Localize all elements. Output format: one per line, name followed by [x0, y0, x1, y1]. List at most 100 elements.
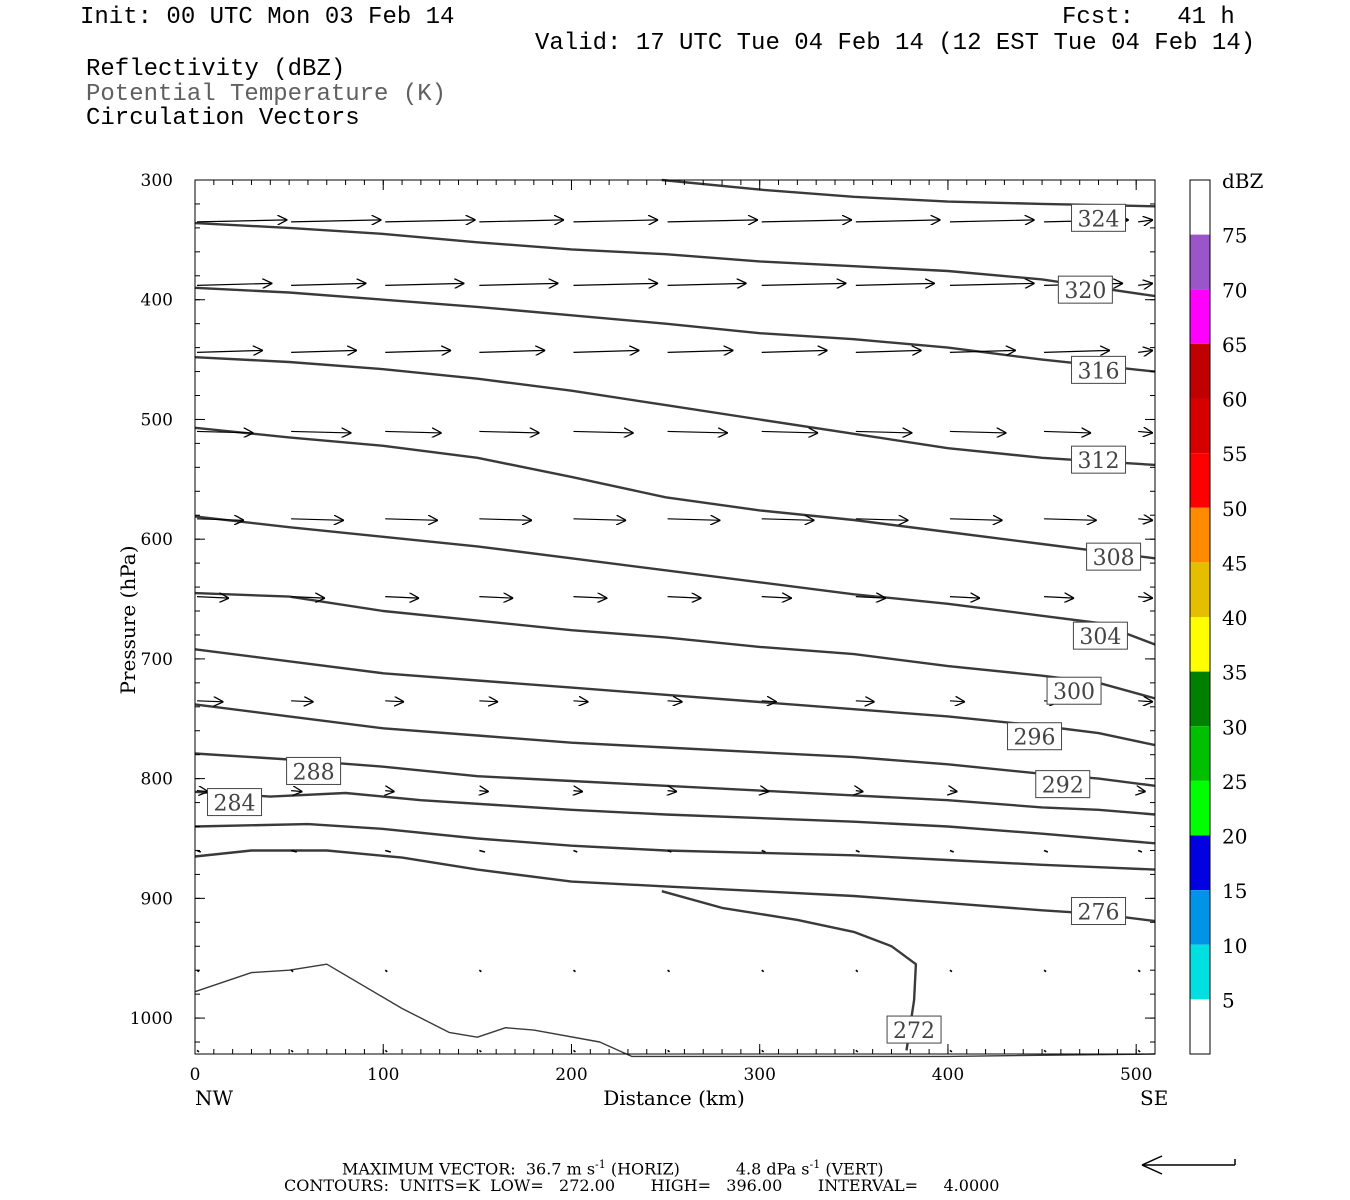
y-tick-label: 900 [141, 889, 173, 909]
circulation-vector [949, 431, 1006, 433]
circulation-vector [667, 519, 721, 521]
circulation-vector [667, 220, 758, 222]
contour-label-text: 304 [1079, 625, 1121, 650]
circulation-vector [949, 597, 980, 599]
x-left-end-label: NW [195, 1086, 234, 1110]
colorbar-swatch [1190, 453, 1210, 508]
contour-label-box [1071, 897, 1127, 926]
circulation-vector [949, 519, 1003, 521]
circulation-vector [761, 519, 815, 521]
circulation-vector [573, 701, 588, 702]
circulation-vector [291, 791, 302, 792]
circulation-vector [668, 791, 677, 792]
contour-label-box [1071, 445, 1127, 474]
contour-label-box [1007, 722, 1063, 751]
colorbar-tick-label: 40 [1222, 606, 1247, 630]
x-tick-label: 400 [932, 1065, 964, 1085]
circulation-vector [196, 283, 272, 285]
circulation-vector [761, 431, 818, 433]
isentrope-288 [194, 752, 1156, 816]
colorbar-swatch [1190, 289, 1210, 344]
circulation-vector [573, 431, 633, 433]
circulation-vector [385, 597, 419, 599]
isentrope-280 [194, 822, 1156, 871]
circulation-vector [291, 431, 351, 433]
isentrope-284 [194, 790, 1156, 845]
circulation-vector [478, 1049, 482, 1053]
circulation-vector [196, 431, 253, 433]
colorbar-swatch [1190, 507, 1210, 563]
contour-label-box [1035, 770, 1091, 799]
contour-label-layer: 324 320 316 312 308 304 300 296 292 288 284 276 272 [207, 203, 1142, 1044]
y-axis-label: Pressure (hPa) [116, 546, 140, 695]
contour-label-box [1057, 275, 1113, 304]
circulation-vector [573, 283, 658, 285]
colorbar-tick-label: 35 [1222, 661, 1247, 685]
circulation-vector [478, 969, 482, 973]
circulation-vector [385, 701, 404, 702]
circulation-vector [855, 431, 912, 433]
vector-layer [196, 220, 1153, 1053]
circulation-vector [291, 597, 325, 599]
circulation-vector [1043, 849, 1049, 853]
plot-frame [194, 179, 1156, 1055]
isentrope-276 [194, 849, 1156, 923]
circulation-vector [855, 597, 886, 599]
circulation-vector [761, 849, 766, 853]
circulation-vector [385, 791, 394, 792]
y-tick-label: 800 [141, 770, 173, 790]
circulation-vector [573, 849, 578, 853]
colorbar-swatch [1190, 671, 1210, 727]
contour-label-308: 308 [1086, 542, 1142, 571]
x-tick-label: 300 [743, 1065, 775, 1085]
circulation-vector [855, 969, 859, 973]
circulation-vector [385, 220, 475, 222]
y-tick-label: 1000 [130, 1009, 173, 1029]
circulation-vector [1138, 701, 1153, 702]
colorbar-swatch [1190, 944, 1210, 1000]
colorbar-tick-label: 50 [1222, 497, 1247, 521]
footer-vert-value: 4.8 dPa s [735, 1159, 810, 1179]
circulation-vector [1043, 1049, 1047, 1053]
circulation-vector [196, 791, 208, 792]
circulation-vector [479, 701, 498, 702]
circulation-vector [384, 969, 388, 973]
footer-horiz-unit: (HORIZ) [610, 1159, 680, 1179]
circulation-vector [573, 350, 639, 352]
y-tick-label: 700 [141, 650, 173, 670]
circulation-vector [479, 849, 486, 853]
contour-label-text: 320 [1064, 279, 1106, 304]
circulation-vector [761, 283, 847, 285]
circulation-vector [1044, 431, 1091, 433]
contour-label-text: 308 [1093, 546, 1135, 571]
colorbar-swatch [1190, 234, 1210, 290]
circulation-vector [573, 519, 626, 521]
circulation-vector [196, 350, 263, 352]
circulation-vector [1138, 220, 1153, 222]
contour-label-text: 276 [1078, 901, 1120, 926]
x-tick-label: 100 [367, 1065, 399, 1085]
isentrope-272 [194, 963, 1156, 1058]
circulation-vector [949, 849, 955, 853]
circulation-vector [950, 791, 958, 792]
colorbar-swatch [1190, 726, 1210, 781]
contour-label-text: 284 [214, 792, 256, 817]
colorbar-tick-label: 10 [1222, 934, 1247, 958]
circulation-vector [573, 597, 607, 599]
circulation-vector [1044, 519, 1097, 521]
colorbar-swatch [1190, 890, 1210, 945]
contour-label-276: 276 [1071, 897, 1127, 926]
footer-horiz-value: 36.7 m s [525, 1159, 596, 1179]
circulation-vector [1138, 350, 1153, 352]
circulation-vector [855, 283, 935, 285]
circulation-vector [855, 701, 875, 702]
isentrope-320 [194, 221, 1156, 298]
contour-label-304: 304 [1072, 621, 1128, 650]
y-tick-label: 300 [141, 171, 173, 191]
x-tick-label: 200 [555, 1065, 587, 1085]
contour-label-text: 324 [1078, 207, 1120, 232]
circulation-vector [855, 1049, 859, 1053]
field-label-theta: Potential Temperature (K) [86, 81, 447, 108]
y-tick-label: 600 [141, 530, 173, 550]
colorbar-tick-label: 30 [1222, 715, 1247, 739]
